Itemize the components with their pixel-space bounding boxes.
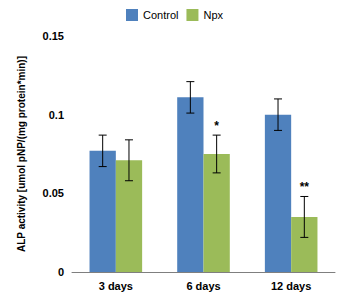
svg-text:*: * (214, 119, 219, 133)
svg-text:0.15: 0.15 (43, 30, 64, 42)
svg-text:Control: Control (143, 9, 178, 21)
svg-text:0.05: 0.05 (43, 187, 64, 199)
svg-text:ALP activity [umol pNP/(mg pro: ALP activity [umol pNP/(mg protein*min)] (16, 56, 27, 252)
svg-text:Npx: Npx (203, 9, 223, 21)
svg-text:6 days: 6 days (186, 280, 220, 292)
svg-text:3 days: 3 days (99, 280, 133, 292)
svg-text:0: 0 (58, 266, 64, 278)
svg-text:**: ** (300, 180, 310, 194)
svg-text:0.1: 0.1 (49, 109, 64, 121)
svg-text:12 days: 12 days (271, 280, 311, 292)
